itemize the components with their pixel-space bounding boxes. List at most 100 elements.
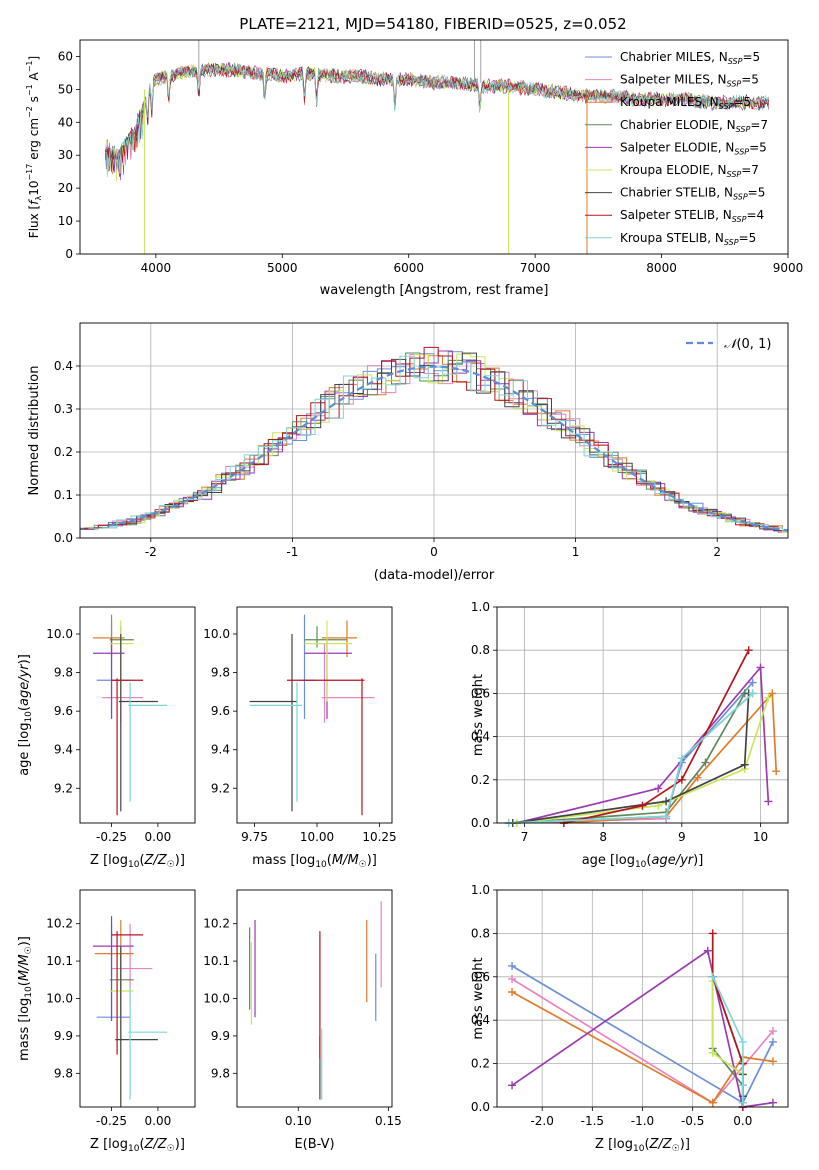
weight-line: [711, 976, 744, 1103]
y-tick-label: 0.1: [54, 488, 73, 502]
weight-marker: [638, 801, 647, 810]
legend-item: Kroupa MILES, NSSP=5: [585, 95, 751, 111]
y-tick-label: 0.4: [54, 359, 73, 373]
y-tick-label: 10.0: [46, 627, 73, 641]
weight-marker: [662, 797, 671, 806]
x-tick-label: -2.0: [530, 1114, 553, 1128]
weight-marker: [708, 972, 717, 981]
y-tick-label: 1.0: [471, 883, 490, 897]
y-axis-label: age [log10(age/yr)]: [17, 654, 34, 776]
y-tick-label: 10: [58, 214, 73, 228]
panel-residuals: -2 -1 0 1 2 0.0 0.1 0.2 0.3 0.4 𝒩(0, 1) (data-model…: [27, 322, 789, 583]
y-tick-label: 60: [58, 49, 73, 63]
y-axis-label: Normed distribution: [27, 366, 42, 496]
x-tick-label: -0.25: [96, 830, 127, 844]
x-tick-label: 2: [713, 545, 721, 559]
legend-item: Kroupa ELODIE, NSSP=7: [585, 163, 759, 179]
axes-frame: [236, 606, 393, 824]
weight-marker: [693, 773, 702, 782]
y-tick-label: 9.8: [54, 1066, 73, 1080]
x-tick-label: -2: [145, 545, 157, 559]
x-tick-label: 10: [753, 830, 768, 844]
legend-label: Kroupa MILES, NSSP=5: [620, 95, 751, 111]
histogram-step: [88, 355, 788, 532]
x-tick-label: 8000: [646, 261, 677, 275]
y-axis-label: mass [log10(M/M☉)]: [17, 936, 34, 1061]
weight-marker: [738, 1098, 747, 1107]
x-tick-label: -0.5: [681, 1114, 704, 1128]
weight-marker: [508, 961, 517, 970]
y-axis-label: mass weight: [471, 957, 486, 1039]
weight-line: [516, 665, 770, 824]
errorbars: [249, 901, 382, 1100]
y-axis-label: mass weight: [471, 674, 486, 756]
y-tick-label: 0.0: [471, 1100, 490, 1114]
y-tick-label: 10.0: [46, 992, 73, 1006]
y-tick-label: 0.2: [54, 445, 73, 459]
weight-line: [512, 693, 750, 824]
x-axis-label: Z [log10(Z/Z☉)]: [90, 1137, 185, 1154]
errorbars: [249, 614, 375, 816]
weight-marker: [677, 754, 686, 763]
weight-marker: [508, 974, 517, 983]
x-tick-label: 1: [572, 545, 580, 559]
x-axis-label: age [log10(age/yr)]: [582, 853, 704, 870]
x-tick-label: -1.0: [631, 1114, 654, 1128]
histogram-step: [80, 352, 788, 532]
y-tick-label: 9.2: [54, 781, 73, 795]
y-tick-label: 10.2: [46, 917, 73, 931]
x-tick-label: 0.15: [375, 1114, 402, 1128]
legend-item: Salpeter ELODIE, NSSP=5: [585, 140, 767, 156]
x-tick-label: 10.25: [362, 830, 396, 844]
weight-line: [511, 949, 774, 1108]
x-tick-label: 7: [521, 830, 529, 844]
axes-frame: [79, 322, 789, 539]
legend-label: Salpeter MILES, NSSP=5: [620, 73, 759, 89]
axes-frame: [79, 39, 789, 255]
y-tick-label: 10.0: [203, 627, 230, 641]
weight-marker: [756, 663, 765, 672]
y-tick-label: 40: [58, 115, 73, 129]
weight-marker: [708, 1048, 717, 1057]
panel-weight_vs_age: 7 8 9 10 0.0 0.2 0.4 0.6 0.8 1.0 age [log10(age/yr…: [471, 600, 789, 870]
panel-mass_vs_ebv: 0.10 0.15 9.8 9.9 10.0 10.1 10.2 E(B-V): [203, 889, 402, 1152]
weight-marker: [703, 946, 712, 955]
errorbars: [92, 614, 168, 816]
weight-marker: [768, 1098, 777, 1107]
x-tick-label: 9: [678, 830, 686, 844]
panel-mass_vs_Z: -0.25 0.00 9.8 9.9 10.0 10.1 10.2 Z [log10(Z/Z☉…: [17, 889, 196, 1154]
y-tick-label: 9.6: [54, 704, 73, 718]
y-tick-label: 10.2: [203, 917, 230, 931]
y-tick-label: 0.6: [471, 970, 490, 984]
x-tick-label: -1: [286, 545, 298, 559]
legend-label: Salpeter ELODIE, NSSP=5: [620, 140, 767, 156]
weight-line: [516, 697, 770, 824]
x-axis-label: (data-model)/error: [374, 568, 495, 583]
axes-frame: [496, 889, 789, 1108]
weight-marker: [744, 646, 753, 655]
axes-frame: [79, 606, 196, 824]
figure-title: PLATE=2121, MJD=54180, FIBERID=0525, z=0…: [239, 15, 626, 33]
weight-marker: [708, 1098, 717, 1107]
y-tick-label: 0.6: [471, 686, 490, 700]
y-axis-label: Flux [fλ10−17 erg cm−2 s−1 A−1]: [25, 56, 43, 238]
y-tick-label: 0.4: [471, 1013, 490, 1027]
errorbars: [92, 916, 168, 1107]
weight-marker: [768, 1037, 777, 1046]
legend-label: Salpeter STELIB, NSSP=4: [620, 208, 764, 224]
axes-frame: [79, 889, 196, 1108]
weight-line: [508, 692, 754, 824]
histogram-step: [84, 350, 788, 532]
x-axis-label: mass [log10(M/M☉)]: [252, 853, 377, 870]
weight-line: [511, 991, 774, 1104]
weight-marker: [748, 678, 757, 687]
panel-spectrum: 4000 5000 6000 7000 8000 9000 0 10 20 30 40 50 60 wav…: [25, 39, 803, 298]
weight-marker: [662, 812, 671, 821]
x-tick-label: 5000: [267, 261, 298, 275]
weight-marker: [508, 1081, 517, 1090]
legend-item: Chabrier STELIB, NSSP=5: [585, 186, 765, 202]
weight-marker: [738, 1081, 747, 1090]
legend-label: Chabrier MILES, NSSP=5: [620, 50, 760, 66]
weight-marker: [740, 760, 749, 769]
axes-frame: [236, 889, 393, 1108]
